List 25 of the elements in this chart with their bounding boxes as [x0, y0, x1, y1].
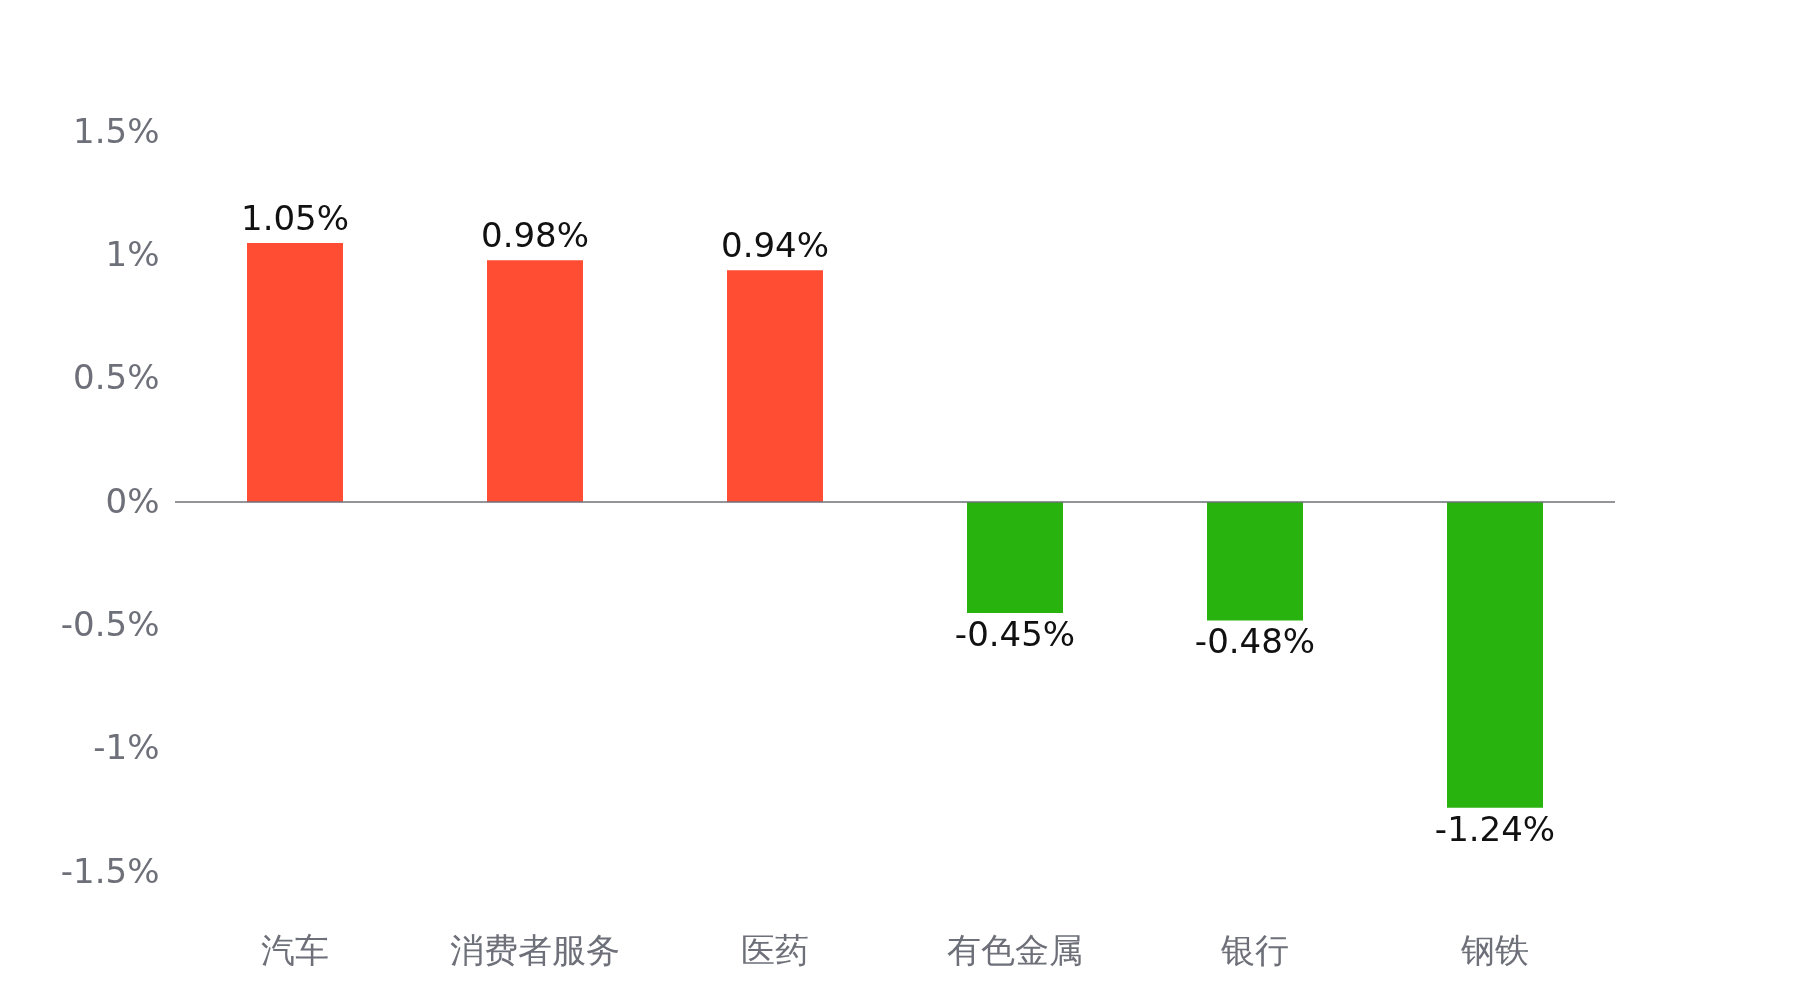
y-tick-label: 1% — [105, 233, 160, 274]
x-tick-label: 有色金属 — [947, 929, 1083, 970]
bar — [727, 270, 823, 502]
bar — [1207, 502, 1303, 621]
y-tick-label: 1.5% — [73, 110, 160, 151]
y-tick-label: 0.5% — [73, 357, 160, 398]
x-tick-label: 医药 — [741, 929, 809, 970]
data-label: 0.98% — [480, 215, 590, 256]
x-tick-label: 消费者服务 — [450, 929, 620, 970]
x-tick-label: 银行 — [1220, 929, 1289, 970]
y-tick-label: -1.5% — [60, 850, 160, 891]
x-tick-label: 汽车 — [261, 929, 329, 970]
data-label: -1.24% — [1434, 808, 1556, 849]
bar — [967, 502, 1063, 613]
bar — [247, 243, 343, 502]
x-tick-label: 钢铁 — [1460, 929, 1529, 970]
y-tick-label: -1% — [93, 727, 160, 768]
y-tick-label: -0.5% — [60, 603, 160, 644]
bar — [1447, 502, 1543, 808]
y-tick-label: 0% — [105, 480, 160, 521]
bar — [487, 260, 583, 502]
data-label: 1.05% — [240, 198, 350, 238]
data-label: -0.48% — [1194, 621, 1316, 662]
data-label: 0.94% — [720, 225, 830, 266]
data-label: -0.45% — [954, 614, 1076, 654]
